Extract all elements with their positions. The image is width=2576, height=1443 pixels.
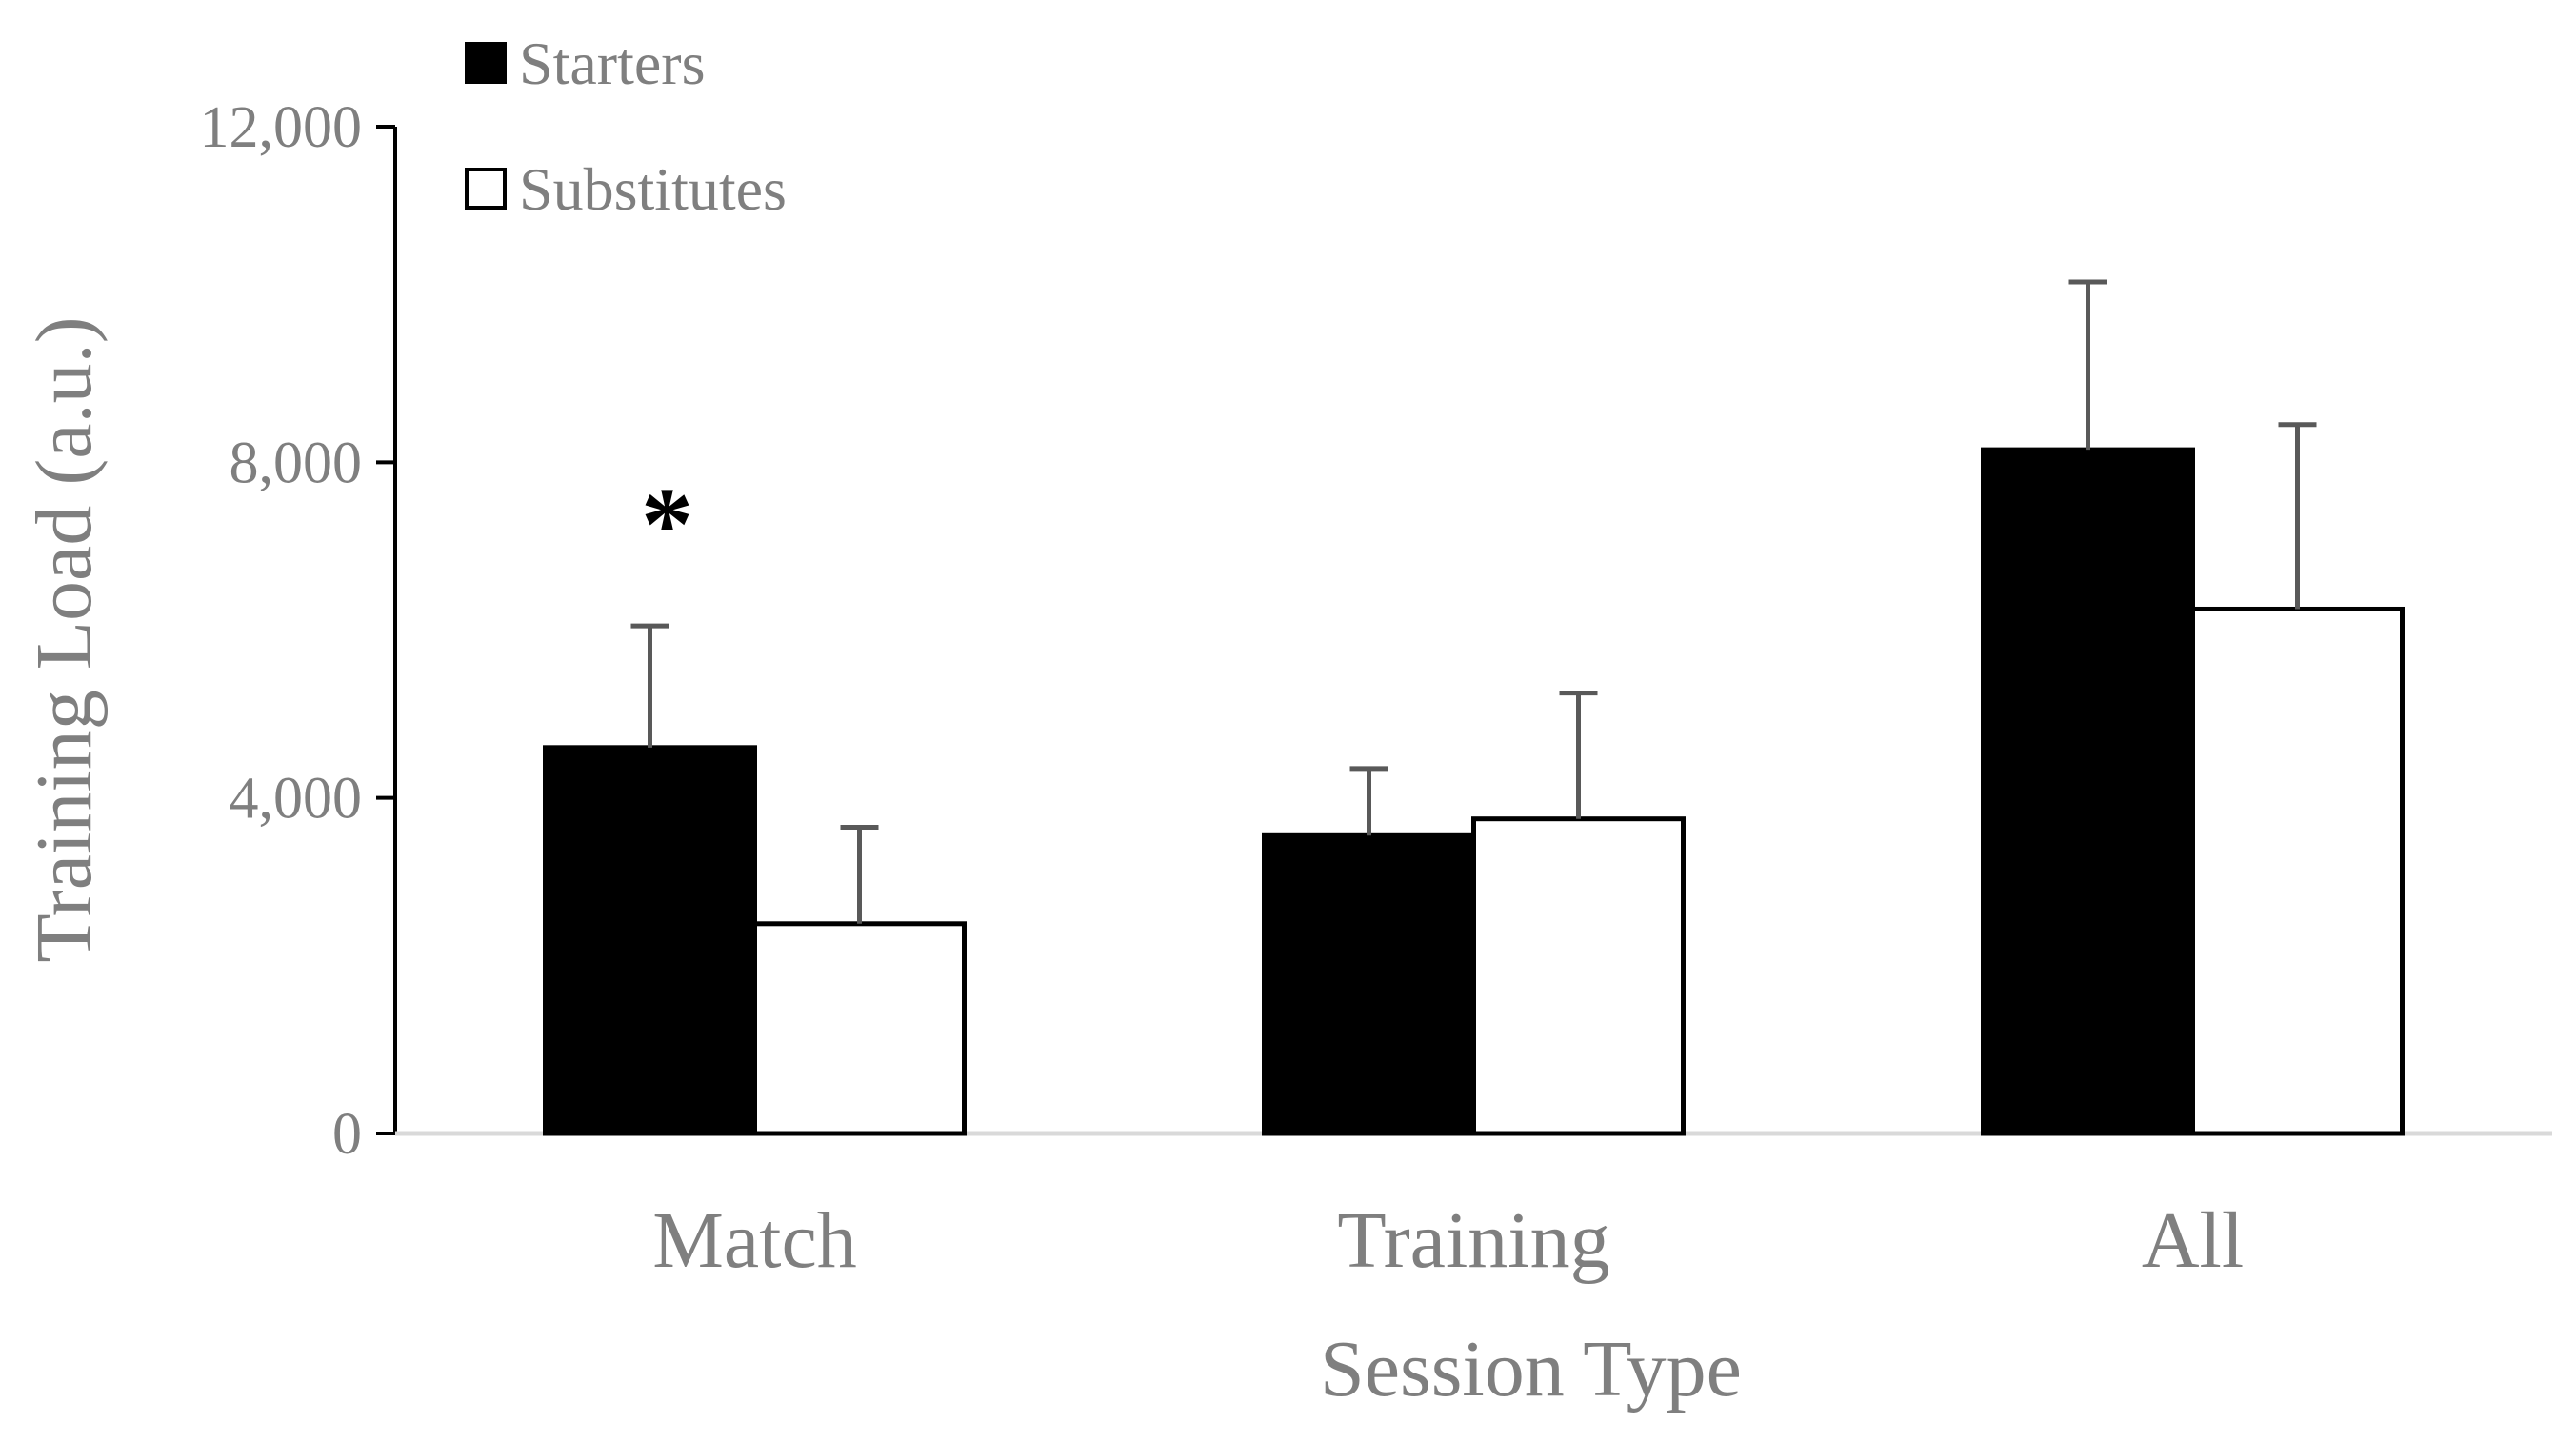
legend-swatch-substitutes [465,168,507,210]
y-tick-label: 12,000 [200,95,363,160]
bar-substitutes-match [752,921,967,1136]
legend-label-substitutes: Substitutes [519,155,787,223]
bar-substitutes-all [2190,606,2405,1136]
bar-substitutes-training [1471,816,1686,1136]
legend-label-starters: Starters [519,30,706,97]
y-tick-label: 0 [332,1102,362,1167]
x-tick-label: Training [1337,1196,1609,1285]
bars [543,447,2405,1136]
x-tick-label: Match [652,1196,857,1285]
bar-starters-all [1981,447,2195,1136]
legend-swatch-starters [465,42,507,84]
y-axis-title: Training Load (a.u.) [20,316,109,962]
y-tick-label: 8,000 [230,431,363,495]
bar-starters-training [1262,832,1476,1136]
bar-starters-match [543,745,757,1136]
legend: Starters Substitutes [465,30,787,223]
y-tick-label: 4,000 [230,767,363,832]
tick-labels: 0 4,000 8,000 12,000 Match Training All * [200,95,2245,1285]
significance-annotation: * [641,466,693,582]
x-axis-title: Session Type [1320,1325,1742,1413]
error-bars [630,279,2317,924]
x-tick-label: All [2142,1196,2244,1285]
